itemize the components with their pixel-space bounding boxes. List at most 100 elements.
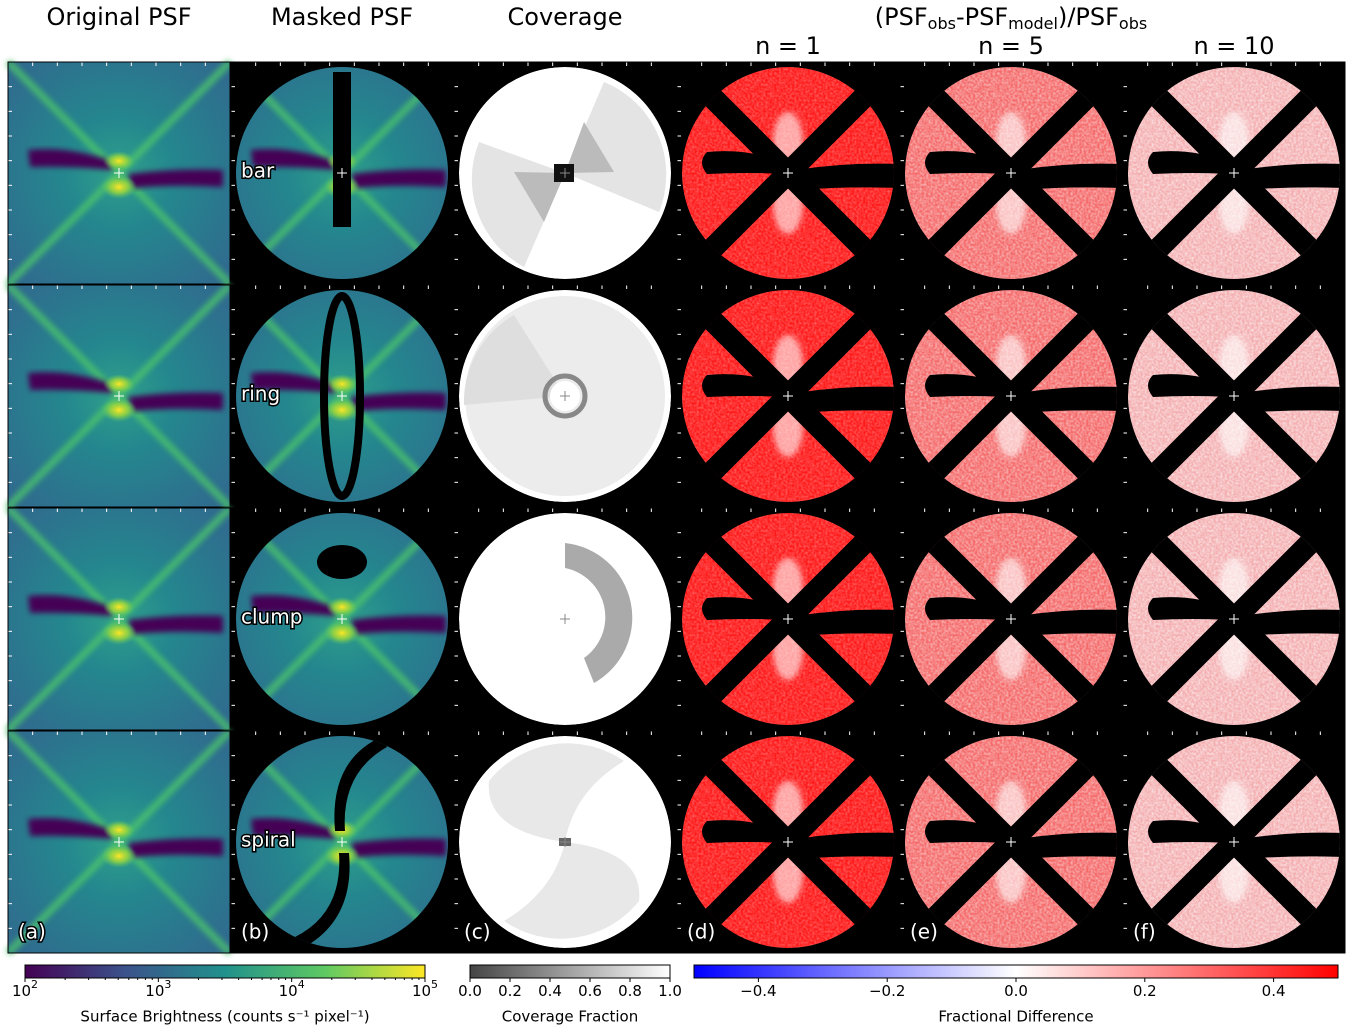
panel-image xyxy=(5,59,233,287)
panel xyxy=(676,61,900,285)
tick-exponent: 4 xyxy=(298,978,305,991)
coverage-region xyxy=(565,543,633,683)
tick-text: 0.2 xyxy=(1133,982,1157,1000)
panel-frame xyxy=(7,61,231,285)
coverage-region xyxy=(514,122,614,222)
colorbar-tick-label: 0.8 xyxy=(618,982,642,1000)
tick-text: 0.6 xyxy=(578,982,602,1000)
tick-text: −0.2 xyxy=(869,982,905,1000)
tick-text: 10 xyxy=(12,982,31,1000)
panel-frame xyxy=(453,284,677,508)
panel-letter: (b) xyxy=(241,920,269,944)
panel-frame xyxy=(899,507,1123,731)
tick-text: 0.8 xyxy=(618,982,642,1000)
panel-frame xyxy=(899,284,1123,508)
psf-band xyxy=(28,149,223,188)
panel-letter: (d) xyxy=(687,920,715,944)
row-label: bar xyxy=(241,159,275,183)
psf-band xyxy=(28,595,223,634)
panel-frame xyxy=(899,730,1123,954)
psf-core xyxy=(326,374,358,394)
tick-text: 10 xyxy=(279,982,298,1000)
tick-text: 10 xyxy=(145,982,164,1000)
panel-image xyxy=(459,67,671,279)
tick-text: 1.0 xyxy=(658,982,682,1000)
panel-letter: (c) xyxy=(464,920,491,944)
panel-frame xyxy=(676,730,900,954)
panel xyxy=(5,282,233,510)
tick-text: 0.4 xyxy=(1262,982,1286,1000)
panel: (e) xyxy=(899,730,1123,954)
colorbar-tick-label: 104 xyxy=(279,978,305,1000)
panel-frame xyxy=(676,284,900,508)
panel xyxy=(899,507,1123,731)
mask-band xyxy=(702,374,894,413)
tick-text: −0.4 xyxy=(740,982,776,1000)
psf-band xyxy=(251,595,446,634)
panel-letter: (e) xyxy=(910,920,938,944)
panel-frame xyxy=(676,61,900,285)
panel-frame xyxy=(230,61,454,285)
tick-text: 0.4 xyxy=(538,982,562,1000)
colorbar-tick-label: 0.2 xyxy=(1133,982,1157,1000)
panel-frame xyxy=(7,730,231,954)
panel-letter: (a) xyxy=(18,920,46,944)
mask-band xyxy=(1148,151,1340,190)
psf-core xyxy=(103,597,135,617)
colorbar-label: Coverage Fraction xyxy=(502,1008,639,1026)
panel xyxy=(1122,507,1346,731)
mask-band xyxy=(702,151,894,190)
panel: bar xyxy=(230,61,454,285)
colorbar-tick-label: 0.4 xyxy=(1262,982,1286,1000)
colorbar xyxy=(693,964,1339,979)
psf-core xyxy=(101,621,137,645)
tick-text: 10 xyxy=(412,982,431,1000)
panel xyxy=(1122,61,1346,285)
colorbar-tick-label: 0.2 xyxy=(498,982,522,1000)
mask-band xyxy=(1148,374,1340,413)
tick-text: 0.0 xyxy=(458,982,482,1000)
colorbar-label: Surface Brightness (counts s⁻¹ pixel⁻¹) xyxy=(80,1008,369,1026)
panel xyxy=(453,61,677,285)
title-part: )/PSF xyxy=(1058,3,1119,31)
row-label: clump xyxy=(241,605,302,629)
panel-frame xyxy=(453,730,677,954)
residual-title: (PSFobs-PSFmodel)/PSFobs xyxy=(875,3,1147,33)
psf-core xyxy=(101,175,137,199)
panel: clump xyxy=(230,507,454,731)
panel xyxy=(453,507,677,731)
panel-frame xyxy=(230,507,454,731)
coverage-region xyxy=(463,315,565,405)
panel-image xyxy=(236,513,448,725)
psf-band xyxy=(28,372,223,411)
panel-frame xyxy=(7,284,231,508)
subscript: model xyxy=(1008,14,1058,33)
colorbar-tick-label: 1.0 xyxy=(658,982,682,1000)
panel xyxy=(676,284,900,508)
colorbar-tick-label: 0.0 xyxy=(1004,982,1028,1000)
mask xyxy=(320,292,364,500)
tick-text: 0.0 xyxy=(1004,982,1028,1000)
colorbar-tick-label: −0.4 xyxy=(740,982,776,1000)
psf-core xyxy=(101,398,137,422)
panel-frame xyxy=(1122,507,1346,731)
mask xyxy=(333,72,351,227)
panel-image xyxy=(236,736,448,948)
row-label: ring xyxy=(241,382,280,406)
tick-exponent: 2 xyxy=(31,978,38,991)
panel xyxy=(899,61,1123,285)
panel: spiral (b) xyxy=(230,730,454,954)
colorbar xyxy=(469,964,671,979)
mask xyxy=(317,545,367,579)
psf-core xyxy=(324,398,360,422)
column-title: Masked PSF xyxy=(271,3,413,31)
psf-band xyxy=(251,372,446,411)
colorbar xyxy=(24,964,426,979)
mask-band xyxy=(925,151,1117,190)
mask-band xyxy=(702,820,894,859)
panel-frame xyxy=(899,61,1123,285)
tick-exponent: 3 xyxy=(164,978,171,991)
mask-band xyxy=(702,597,894,636)
panel-frame xyxy=(230,284,454,508)
psf-band xyxy=(28,818,223,857)
